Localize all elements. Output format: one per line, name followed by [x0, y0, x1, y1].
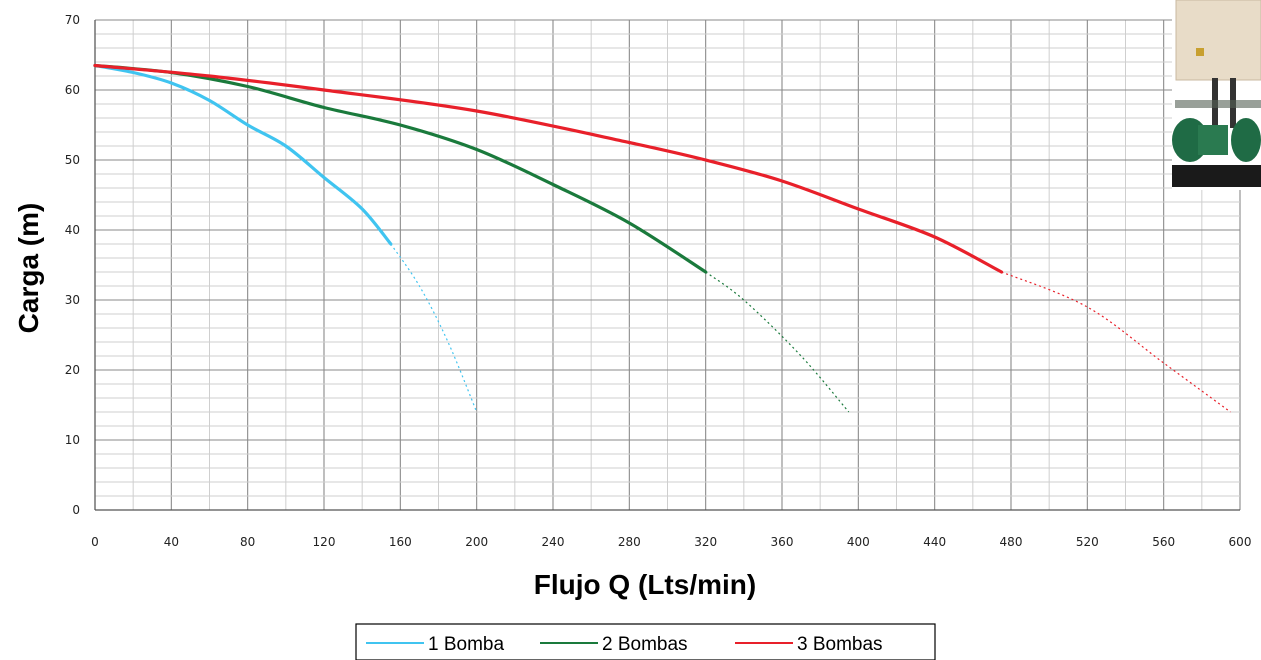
y-tick-labels: 0 10 20 30 40 50 60 70 — [65, 13, 80, 517]
y-tick-label: 30 — [65, 293, 80, 307]
y-tick-label: 40 — [65, 223, 80, 237]
pump-base — [1172, 165, 1261, 187]
grid — [94, 19, 1241, 511]
y-axis-title: Carga (m) — [13, 203, 44, 334]
y-tick-label: 60 — [65, 83, 80, 97]
motor-right — [1231, 118, 1261, 162]
x-axis-title: Flujo Q (Lts/min) — [534, 569, 756, 600]
x-tick-label: 120 — [313, 535, 336, 549]
pump-equipment-photo — [1172, 0, 1261, 190]
axes — [94, 20, 1240, 511]
x-tick-label: 360 — [771, 535, 794, 549]
x-tick-label: 160 — [389, 535, 412, 549]
series-2-bombas-solid — [93, 63, 708, 274]
x-tick-label: 200 — [465, 535, 488, 549]
x-tick-label: 480 — [1000, 535, 1023, 549]
x-tick-label: 320 — [694, 535, 717, 549]
y-tick-label: 20 — [65, 363, 80, 377]
series-3-bombas-solid — [93, 63, 1004, 274]
x-tick-label: 40 — [164, 535, 179, 549]
x-tick-labels: 0 40 80 120 160 200 240 280 320 360 400 440 480 520 56… — [91, 535, 1251, 549]
x-tick-label: 280 — [618, 535, 641, 549]
legend-label-2-bombas: 2 Bombas — [602, 634, 688, 655]
legend-label-3-bombas: 3 Bombas — [797, 634, 883, 655]
series-2-bombas-dashed — [705, 271, 850, 413]
x-tick-label: 440 — [923, 535, 946, 549]
x-tick-label: 560 — [1152, 535, 1175, 549]
x-tick-label: 0 — [91, 535, 99, 549]
x-tick-label: 240 — [542, 535, 565, 549]
legend: 1 Bomba 2 Bombas 3 Bombas — [355, 623, 936, 660]
x-tick-label: 600 — [1229, 535, 1252, 549]
y-tick-label: 0 — [72, 503, 80, 517]
y-tick-label: 70 — [65, 13, 80, 27]
x-tick-label: 400 — [847, 535, 870, 549]
x-tick-label: 520 — [1076, 535, 1099, 549]
control-cabinet — [1175, 0, 1261, 81]
y-tick-label: 10 — [65, 433, 80, 447]
legend-label-1-bomba: 1 Bomba — [428, 634, 504, 655]
series-1-bomba-solid — [93, 63, 393, 246]
series-lines — [93, 63, 1231, 413]
series-3-bombas-dashed — [1001, 271, 1231, 413]
x-tick-label: 80 — [240, 535, 255, 549]
y-tick-label: 50 — [65, 153, 80, 167]
